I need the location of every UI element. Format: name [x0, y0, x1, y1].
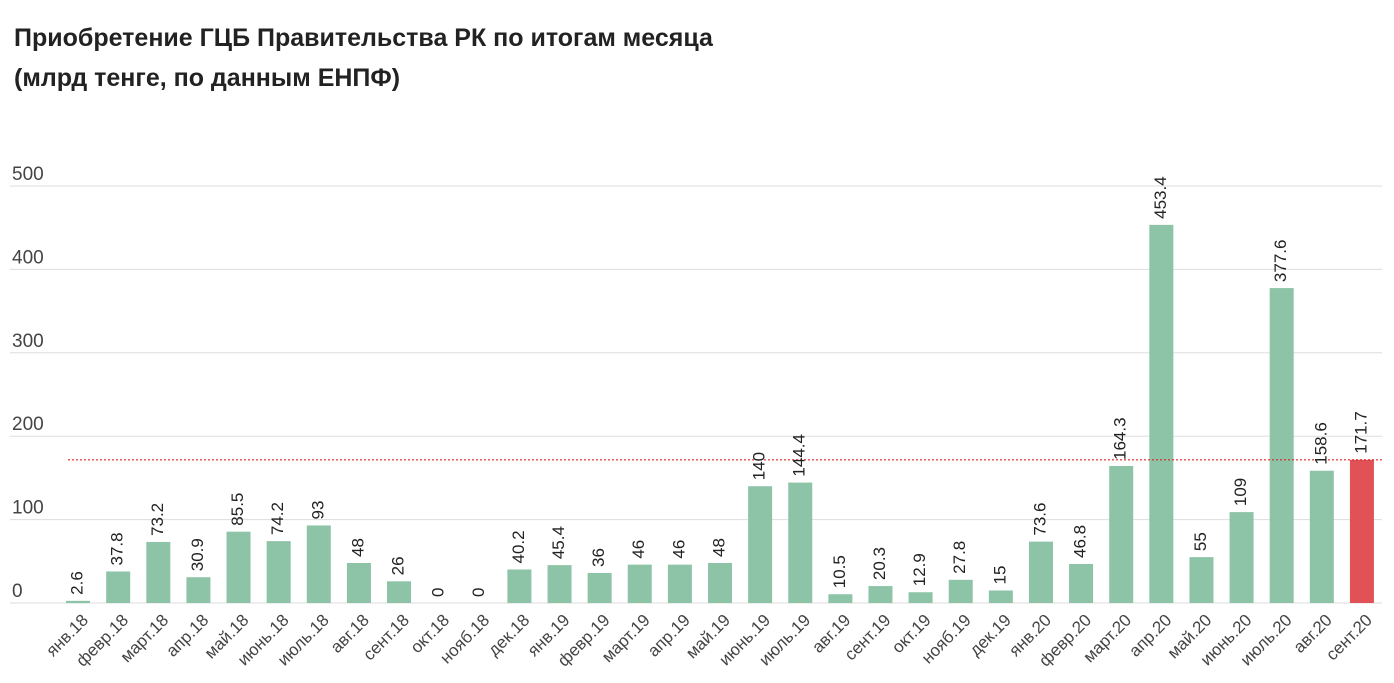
- data-label: 40.2: [509, 530, 528, 563]
- data-label: 46: [669, 540, 688, 559]
- y-axis: 0 100 200 300 400 500: [12, 164, 44, 602]
- bar: [1269, 288, 1294, 603]
- data-label: 73.6: [1030, 503, 1049, 536]
- data-label: 55: [1191, 532, 1210, 551]
- chart-subtitle: (млрд тенге, по данным ЕНПФ): [14, 64, 401, 92]
- bar: [948, 579, 973, 603]
- data-label: 15: [990, 566, 1009, 585]
- bar: [146, 541, 171, 603]
- bar: [667, 564, 692, 603]
- data-label: 73.2: [148, 503, 167, 536]
- data-label: 45.4: [549, 526, 568, 559]
- bar: [387, 581, 412, 603]
- y-tick-label: 200: [12, 414, 44, 435]
- data-label: 140: [750, 452, 769, 480]
- bar: [507, 569, 532, 603]
- data-label: 46: [629, 540, 648, 559]
- y-tick-label: 300: [12, 331, 44, 352]
- data-label: 46.8: [1071, 525, 1090, 558]
- data-label: 74.2: [268, 502, 287, 535]
- data-label: 2.6: [68, 571, 87, 595]
- data-label: 27.8: [950, 541, 969, 574]
- y-tick-label: 0: [12, 581, 23, 602]
- bar: [828, 594, 853, 603]
- bar: [1189, 557, 1214, 603]
- data-label: 20.3: [870, 547, 889, 580]
- bar: [547, 565, 572, 603]
- y-tick-label: 400: [12, 247, 44, 268]
- data-label: 0: [469, 588, 488, 597]
- data-label: 93: [308, 501, 327, 520]
- data-label: 158.6: [1311, 422, 1330, 465]
- bar: [1349, 459, 1374, 603]
- grid-layer: [10, 185, 1382, 604]
- bar: [266, 541, 291, 603]
- data-label: 144.4: [790, 434, 809, 477]
- data-label: 26: [389, 556, 408, 575]
- bar: [587, 572, 612, 603]
- data-label: 0: [429, 588, 448, 597]
- bar: [1229, 512, 1254, 603]
- data-label: 48: [709, 538, 728, 557]
- bar: [1109, 465, 1134, 603]
- data-label: 12.9: [910, 553, 929, 586]
- data-label: 377.6: [1271, 240, 1290, 283]
- x-tick-label: дек.18: [484, 611, 533, 660]
- bar: [186, 577, 211, 603]
- data-label: 109: [1231, 478, 1250, 506]
- data-label: 171.7: [1351, 411, 1370, 454]
- bar: [988, 590, 1013, 603]
- bar: [627, 564, 652, 603]
- bar: [66, 600, 91, 603]
- bar: [1309, 470, 1334, 603]
- bar: [908, 592, 933, 603]
- data-label: 36: [589, 548, 608, 567]
- x-tick-label: дек.19: [966, 611, 1015, 660]
- x-axis: янв.18февр.18март.18апр.18май.18июнь.18и…: [42, 611, 1376, 671]
- y-tick-label: 100: [12, 498, 44, 519]
- y-tick-label: 500: [12, 164, 44, 185]
- bar: [868, 586, 893, 603]
- bar: [708, 562, 732, 603]
- bar: [1149, 224, 1174, 604]
- data-label: 30.9: [188, 538, 207, 571]
- chart-title: Приобретение ГЦБ Правительства РК по ито…: [14, 24, 713, 52]
- data-label: 37.8: [108, 532, 127, 565]
- bar-layer: [66, 224, 1374, 604]
- bar: [226, 531, 251, 603]
- bar: [1028, 541, 1053, 603]
- label-layer: 2.6 37.8 73.2 30.9 85.5 74.2 93 48 26 0 0 40.2 45.4 3…: [68, 176, 1371, 597]
- bar: [346, 562, 371, 603]
- bar: [1069, 563, 1094, 603]
- data-label: 164.3: [1111, 417, 1130, 460]
- bar: [788, 482, 813, 603]
- data-label: 10.5: [830, 555, 849, 588]
- data-label: 85.5: [228, 493, 247, 526]
- data-label: 48: [348, 538, 367, 557]
- bar: [306, 525, 331, 603]
- bar: [748, 486, 773, 603]
- bar: [106, 571, 131, 603]
- data-label: 453.4: [1151, 176, 1170, 219]
